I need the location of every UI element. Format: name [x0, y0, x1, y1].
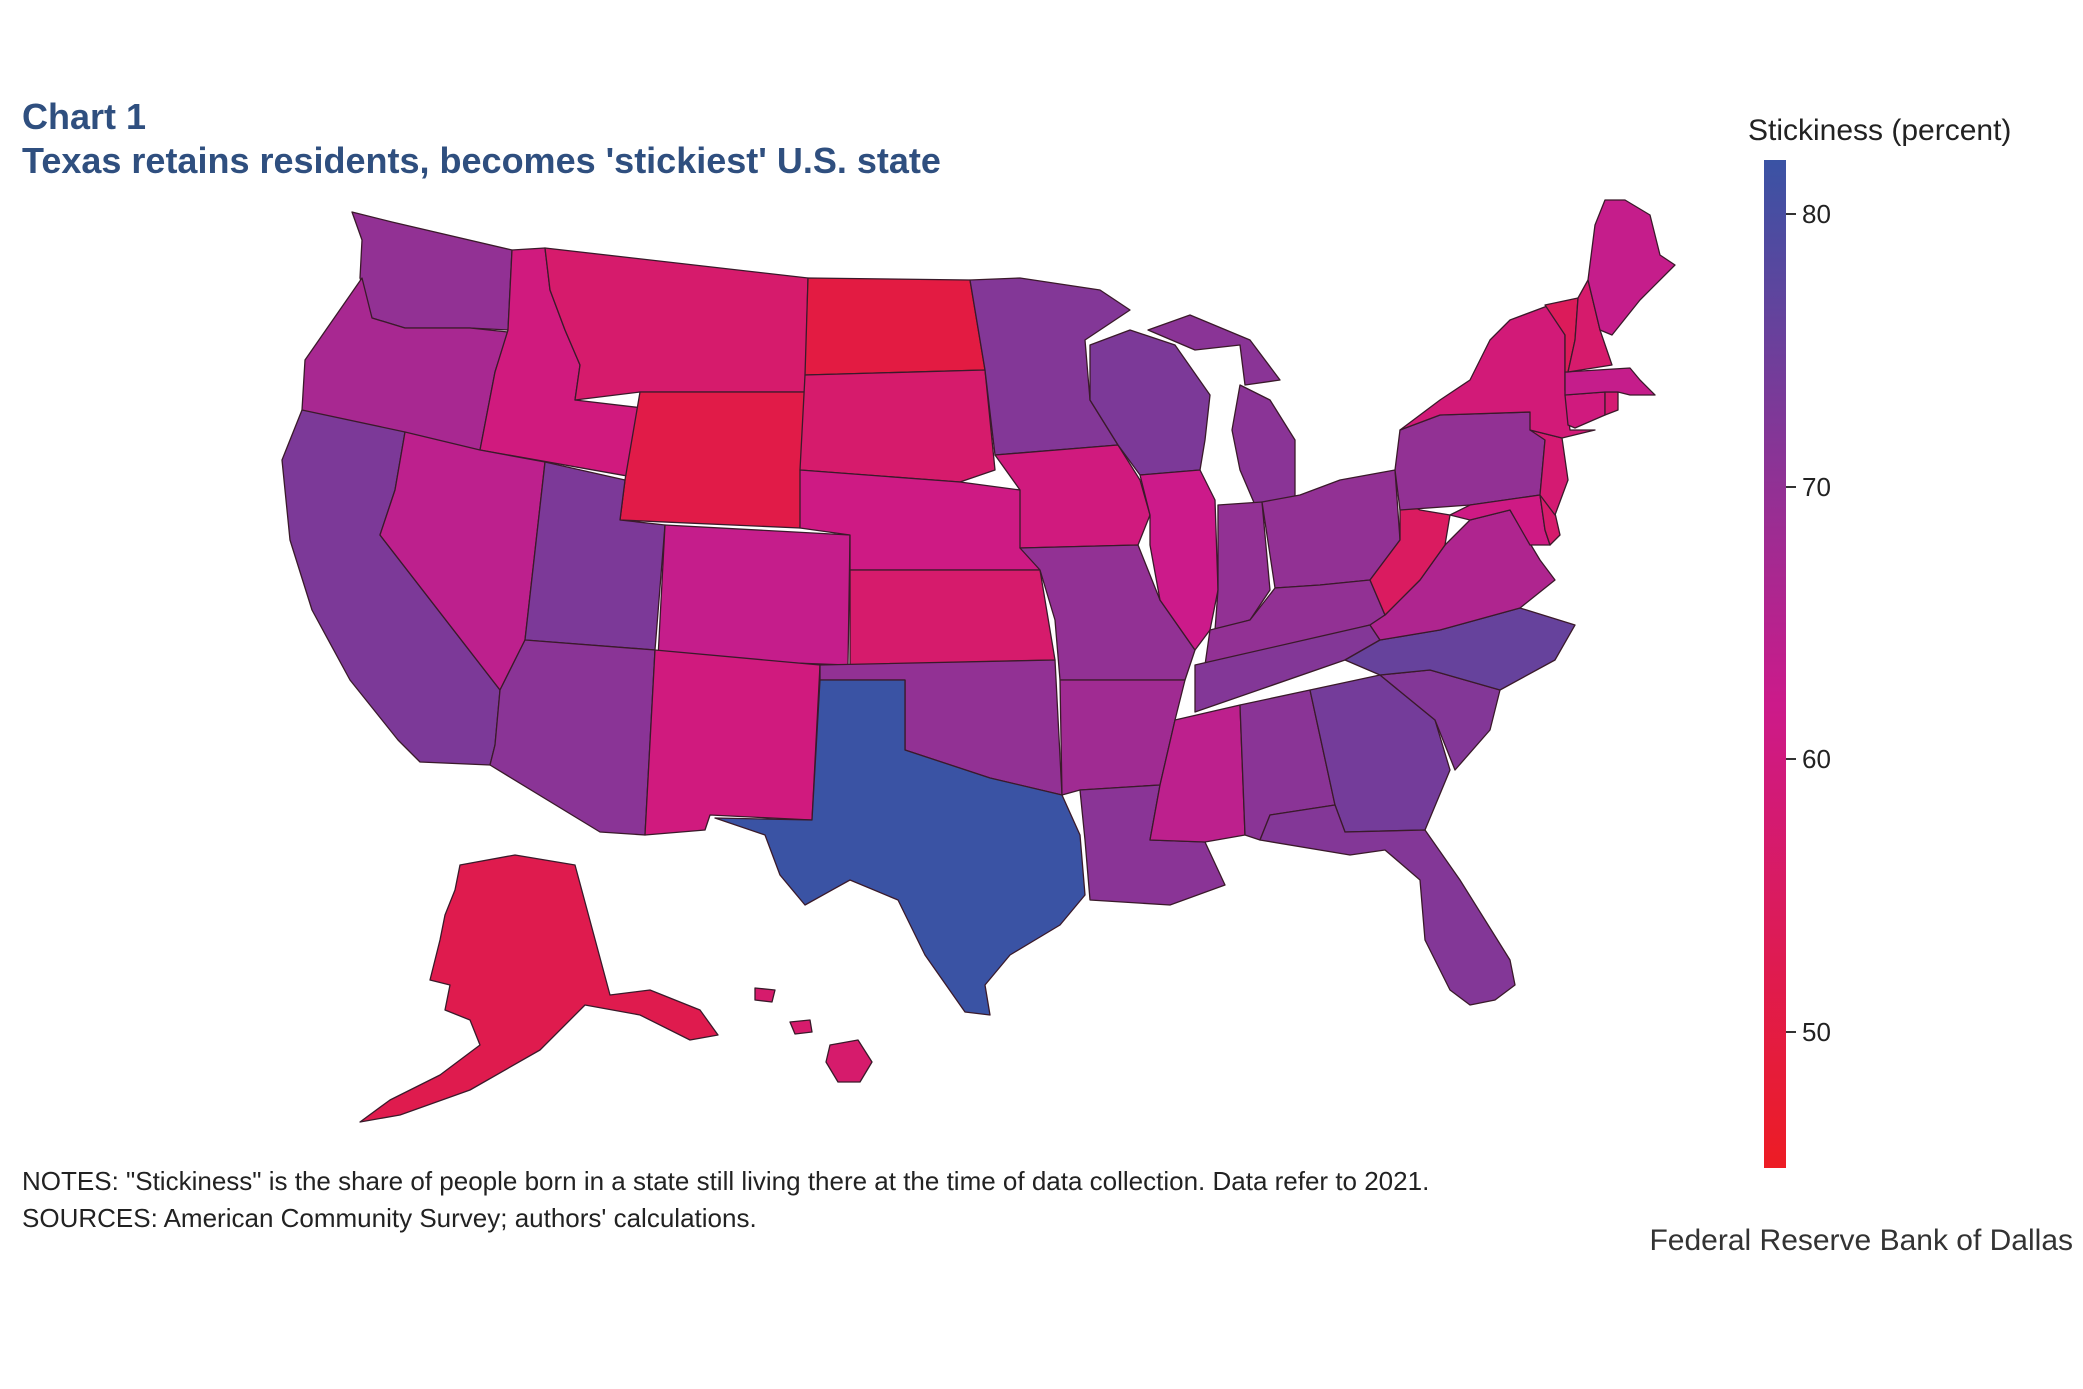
state-WA [351, 211, 513, 331]
legend-tick-label-50: 50 [1802, 1016, 1831, 1047]
state-PA [1394, 411, 1546, 511]
state-TX [714, 679, 1086, 1016]
state-CT [1564, 391, 1606, 429]
legend-color-bar [1764, 160, 1786, 1168]
legend-title: Stickiness (percent) [1748, 114, 2012, 147]
legend-tick-label-70: 70 [1802, 471, 1831, 502]
state-HI [754, 987, 873, 1083]
legend-tick-label-80: 80 [1802, 199, 1831, 230]
state-MT [544, 247, 809, 401]
legend-tick-80 [1786, 213, 1796, 216]
state-AZ [489, 639, 656, 836]
state-KS [849, 569, 1056, 666]
legend-tick-50 [1786, 1030, 1796, 1033]
state-RI [1604, 391, 1619, 416]
notes-text: NOTES: "Stickiness" is the share of peop… [22, 1166, 1430, 1196]
state-ME [1587, 199, 1676, 336]
sources-text: SOURCES: American Community Survey; auth… [22, 1203, 757, 1233]
state-CO [657, 524, 851, 666]
state-ND [804, 277, 986, 376]
legend-tick-70 [1786, 485, 1796, 488]
state-IL [1139, 469, 1219, 651]
chart-title: Texas retains residents, becomes 'sticki… [22, 140, 941, 181]
state-AK [359, 854, 719, 1123]
state-WI [1089, 329, 1211, 476]
state-SD [799, 369, 996, 483]
state-WY [619, 391, 806, 529]
state-MN [969, 277, 1131, 456]
legend-tick-label-60: 60 [1802, 744, 1831, 775]
legend-tick-60 [1786, 758, 1796, 761]
state-FL [1259, 804, 1516, 1006]
credit-text: Federal Reserve Bank of Dallas [1649, 1224, 2073, 1257]
chart-label: Chart 1 [22, 96, 147, 137]
state-NM [644, 649, 821, 836]
state-MA [1564, 367, 1656, 396]
